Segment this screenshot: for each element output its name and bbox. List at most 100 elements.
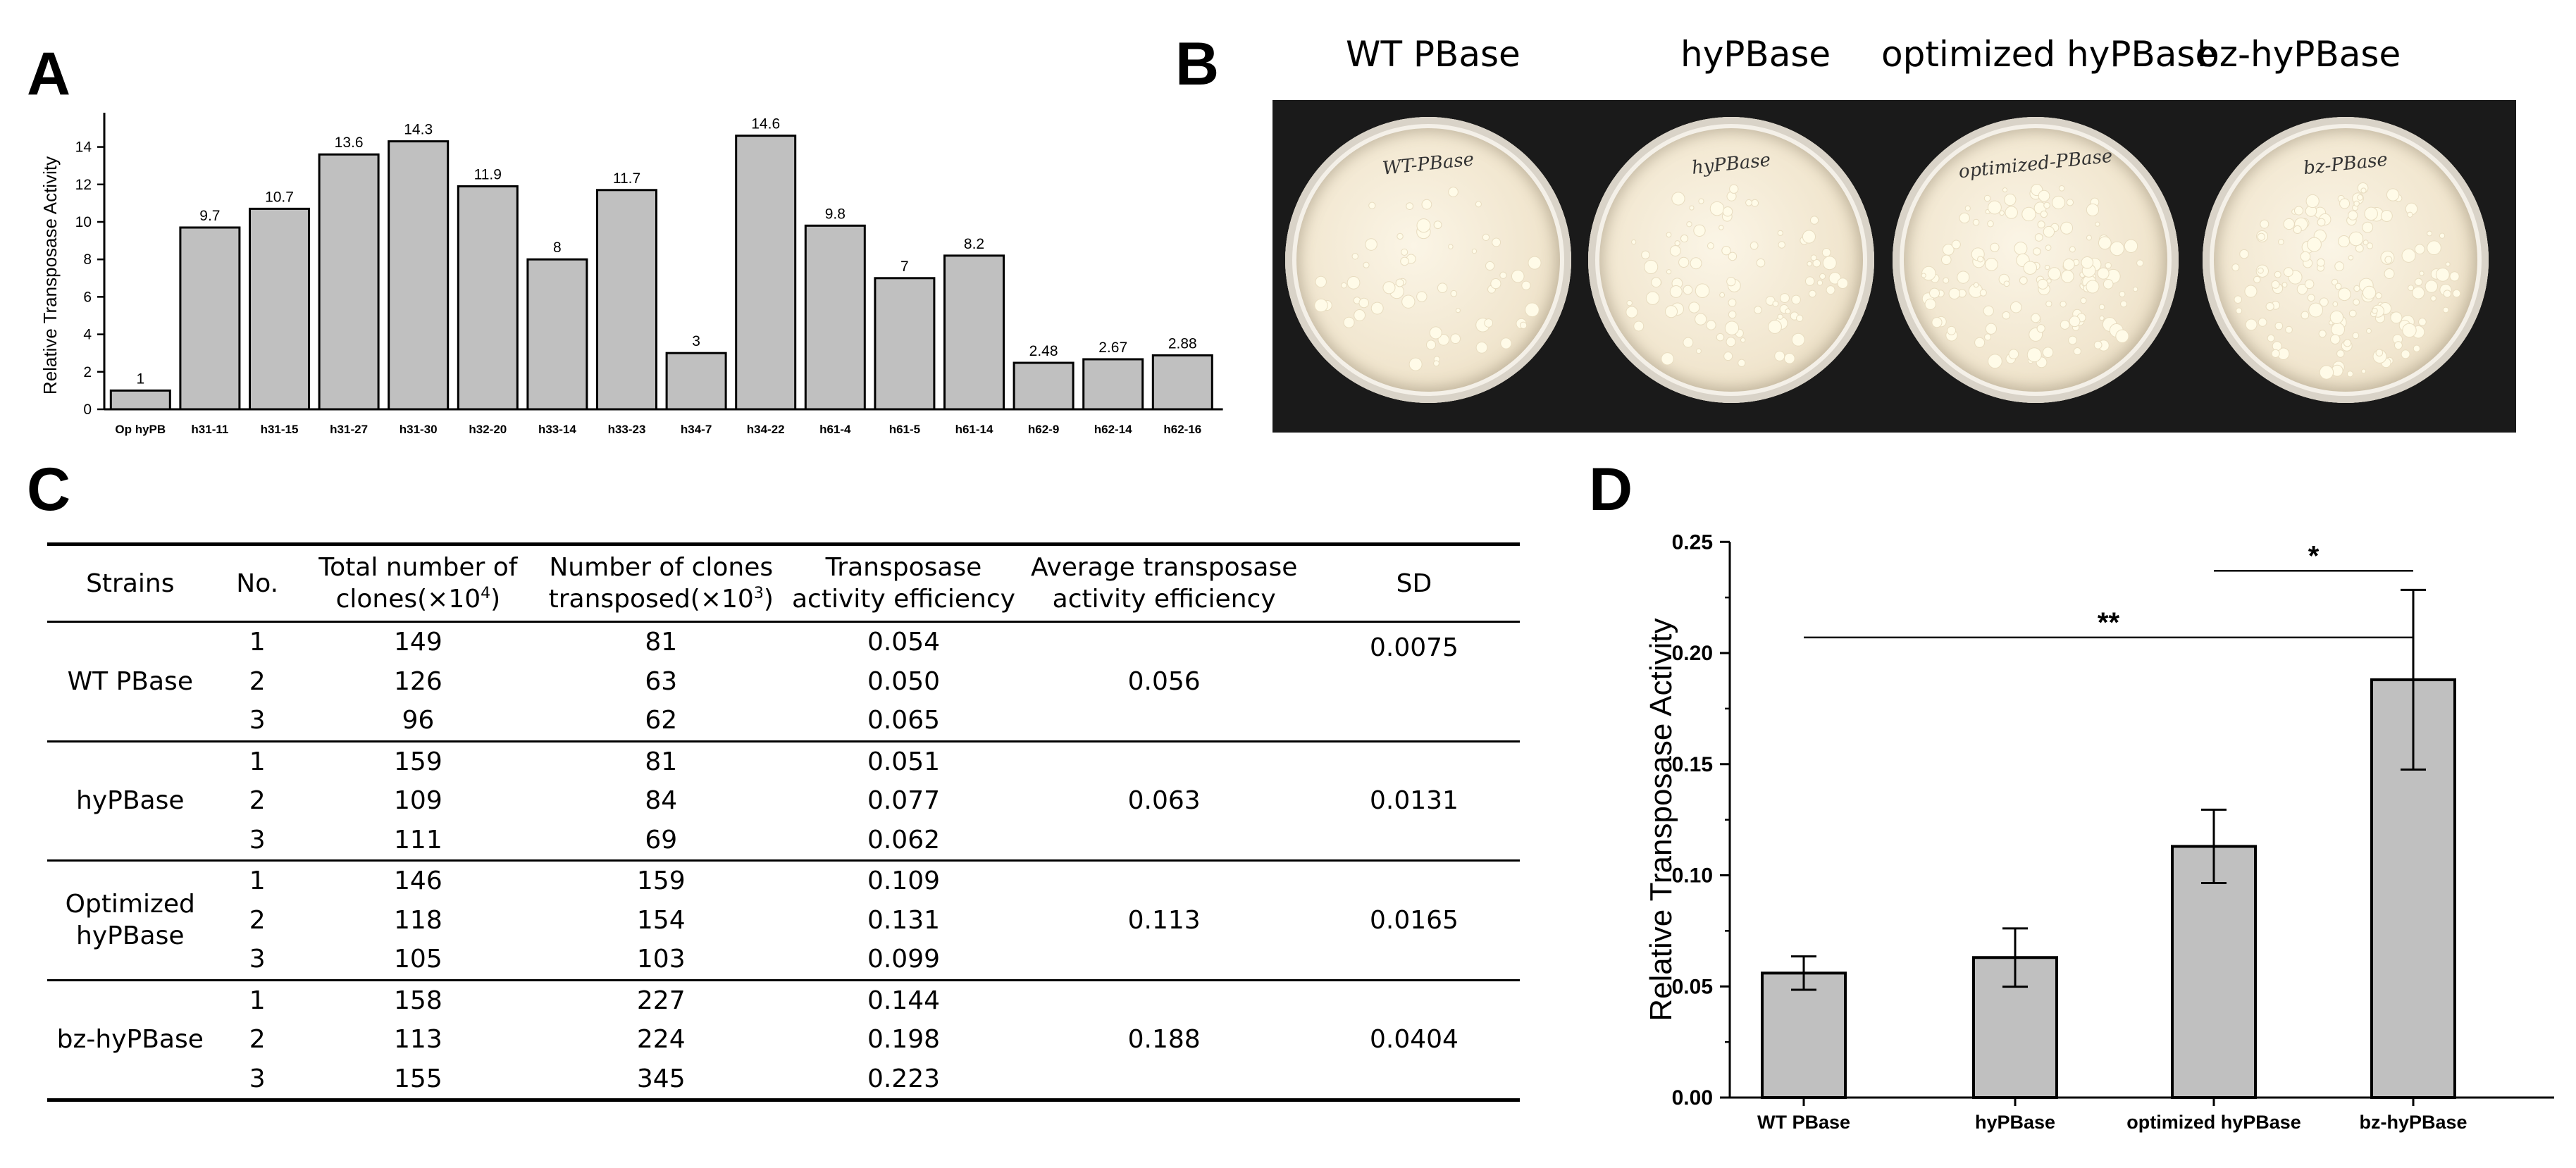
colony [2004,193,2017,206]
bar [388,140,450,411]
colony [2231,263,2240,272]
x-tick-label: h62-14 [1094,423,1132,436]
colony [1528,256,1542,270]
colony [1669,285,1683,298]
transposase-table: Strains No. Total number of clones(×104)… [47,542,1520,1102]
colony [2362,285,2377,300]
colony [2353,298,2360,306]
colony [2304,279,2315,290]
colony [1315,275,1327,288]
colony [2066,199,2074,206]
colony [1709,201,1725,216]
bar [1013,361,1075,411]
bar [1761,971,1847,1099]
table-row: hyPBase 1 159 81 0.051 0.063 0.0131 [47,741,1520,816]
table-row: WT PBase 1 149 81 0.054 0.056 0.0075 [47,622,1520,696]
colony [1816,280,1823,286]
bar [943,254,1005,411]
colony [2361,368,2367,374]
colony [2278,239,2284,245]
x-tick-label: h34-7 [681,423,712,436]
colony [2124,239,2138,254]
transposed-clones-cell: 81 [645,747,678,776]
sd-cell: 0.0075 [1369,633,1459,662]
colony [1482,233,1490,242]
colony [2372,307,2378,314]
colony [1722,206,1733,217]
table-group: WT PBase 1 149 81 0.054 0.056 0.0075 2 126 63 0.05… [47,622,1520,741]
x-tick-label: h32-20 [469,423,507,436]
y-tick-label: 0.10 [1672,864,1713,888]
colony [2331,278,2339,286]
y-tick-label: 0.20 [1672,642,1713,665]
colony [2037,220,2045,229]
colony [2384,268,2395,279]
table-group: Optimized hyPBase 1 146 159 0.109 0.113 0.0165 2… [47,861,1520,980]
colony [2307,294,2315,302]
colony [2081,256,2094,269]
colony [1807,261,1812,267]
colony [1401,248,1408,256]
colony [2036,324,2045,333]
colony [2331,322,2346,337]
plate-header-optimized: optimized hyPBase [1881,34,2217,75]
row-number-cell: 1 [249,747,266,776]
transposed-clones-cell: 62 [645,706,678,735]
colony [1924,298,1936,310]
bar [457,185,519,411]
table-header-row: Strains No. Total number of clones(×104)… [47,544,1520,622]
table-group: hyPBase 1 159 81 0.051 0.063 0.0131 2 109 84 0.077… [47,741,1520,861]
colony [1984,333,1992,341]
colony [1683,337,1694,348]
col-average: Average transposase activity efficiency [1030,553,1298,614]
colony [2044,264,2050,271]
transposed-clones-cell: 69 [645,825,678,855]
colony [2443,290,2451,298]
panel-letter-d: D [1589,456,1633,523]
x-tick-label: WT PBase [1757,1112,1850,1133]
row-number-cell: 2 [249,786,266,815]
table-row: 2 109 84 0.077 [47,781,1520,821]
colony [2439,232,2446,239]
efficiency-cell: 0.223 [867,1064,940,1093]
total-clones-cell: 113 [394,1025,442,1054]
colony [1987,220,1994,228]
colony [1779,293,1790,304]
colony [1819,273,1826,280]
colony [2386,188,2400,201]
colony [2274,271,2281,278]
colony [2338,235,2351,248]
average-cell: 0.063 [1127,786,1201,815]
total-clones-cell: 146 [394,866,442,895]
significance-label: ** [2098,607,2120,638]
colony [1448,244,1454,249]
x-tick-label: h31-15 [261,423,299,436]
efficiency-cell: 0.054 [867,628,940,657]
total-clones-cell: 149 [394,628,442,657]
total-clones-cell: 118 [394,905,442,935]
colony [1475,201,1482,208]
x-tick-label: h61-14 [955,423,993,436]
total-clones-cell: 109 [394,786,442,815]
data-label: 14.3 [404,122,433,138]
colony [1492,237,1501,247]
y-tick-label: 6 [83,289,92,305]
colony [1661,352,1674,366]
transposed-clones-cell: 84 [645,786,678,815]
colony [2336,349,2345,358]
colony [1645,291,1660,305]
colony [1686,221,1692,228]
colony [2236,307,2243,314]
data-label: 10.7 [265,189,294,205]
efficiency-cell: 0.109 [867,866,940,895]
table-row: 3 96 62 0.065 [47,701,1520,741]
row-number-cell: 1 [249,986,266,1015]
colony [1382,281,1396,294]
y-tick-label: 12 [75,177,92,193]
table-row: 2 118 154 0.131 [47,901,1520,940]
colony [2097,267,2110,280]
x-tick-label: Op hyPB [115,423,166,436]
colony [1777,313,1783,320]
colony [2364,206,2378,221]
efficiency-cell: 0.051 [867,747,940,776]
